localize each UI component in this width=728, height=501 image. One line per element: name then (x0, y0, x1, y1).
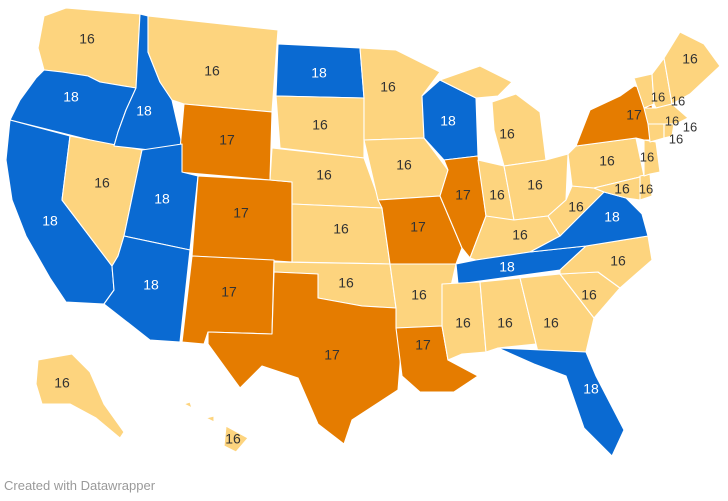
label-MT: 16 (204, 63, 220, 79)
state-MT[interactable] (147, 15, 279, 113)
label-IA: 16 (396, 157, 412, 173)
label-SD: 16 (312, 117, 328, 133)
label-NE: 16 (316, 167, 332, 183)
label-OR: 18 (63, 89, 79, 105)
state-TX[interactable] (207, 271, 403, 445)
state-HI[interactable] (183, 401, 249, 453)
label-CA: 18 (42, 213, 58, 229)
label-FL: 18 (583, 381, 599, 397)
label-NH: 16 (671, 93, 685, 108)
label-UT: 18 (154, 191, 170, 207)
label-VT: 16 (651, 89, 665, 104)
label-GA: 16 (543, 315, 559, 331)
state-CT[interactable] (647, 123, 665, 143)
label-MA: 16 (665, 113, 679, 128)
label-MI: 16 (499, 126, 515, 142)
us-map: 16 18 18 16 18 16 17 18 18 17 17 18 16 1… (5, 7, 721, 457)
us-map-svg: 16 18 18 16 18 16 17 18 18 17 17 18 16 1… (5, 7, 721, 457)
label-VA: 18 (604, 209, 620, 225)
label-CT: 16 (683, 119, 697, 134)
state-AL[interactable] (479, 277, 537, 353)
label-AL: 16 (497, 315, 513, 331)
label-IL: 17 (455, 187, 471, 203)
label-DE: 16 (639, 181, 653, 196)
label-LA: 17 (415, 337, 431, 353)
datawrapper-credit: Created with Datawrapper (4, 478, 156, 493)
label-NV: 16 (94, 175, 110, 191)
label-RI: 16 (669, 131, 683, 146)
label-CO: 17 (233, 205, 249, 221)
label-MS: 16 (455, 315, 471, 331)
label-MD: 16 (614, 181, 630, 197)
label-NM: 17 (221, 284, 237, 300)
label-ID: 18 (136, 103, 152, 119)
state-NM[interactable] (181, 255, 275, 345)
label-MN: 16 (380, 79, 396, 95)
label-AK: 16 (54, 375, 70, 391)
state-MD[interactable] (593, 175, 645, 201)
label-WV: 16 (568, 199, 584, 215)
label-NJ: 16 (640, 149, 654, 164)
state-AZ[interactable] (103, 235, 191, 343)
label-PA: 16 (599, 153, 615, 169)
label-AZ: 18 (143, 277, 159, 293)
state-FL[interactable] (497, 347, 625, 457)
label-ME: 16 (682, 51, 698, 67)
label-AR: 16 (411, 287, 427, 303)
state-AK[interactable] (35, 353, 125, 439)
label-HI: 16 (225, 431, 241, 447)
label-WA: 16 (79, 31, 95, 47)
label-IN: 16 (489, 187, 505, 203)
label-OK: 16 (338, 275, 354, 291)
label-MO: 17 (410, 219, 426, 235)
label-NC: 16 (610, 253, 626, 269)
label-ND: 18 (311, 65, 327, 81)
label-WI: 18 (440, 113, 456, 129)
label-TX: 17 (324, 347, 340, 363)
label-OH: 16 (527, 177, 543, 193)
label-SC: 16 (581, 287, 597, 303)
label-NY: 17 (626, 107, 642, 123)
label-TN: 18 (499, 259, 515, 275)
label-WY: 17 (219, 132, 235, 148)
state-RI[interactable] (663, 123, 675, 139)
label-KS: 16 (333, 221, 349, 237)
label-KY: 16 (512, 227, 528, 243)
state-NJ[interactable] (643, 139, 661, 177)
